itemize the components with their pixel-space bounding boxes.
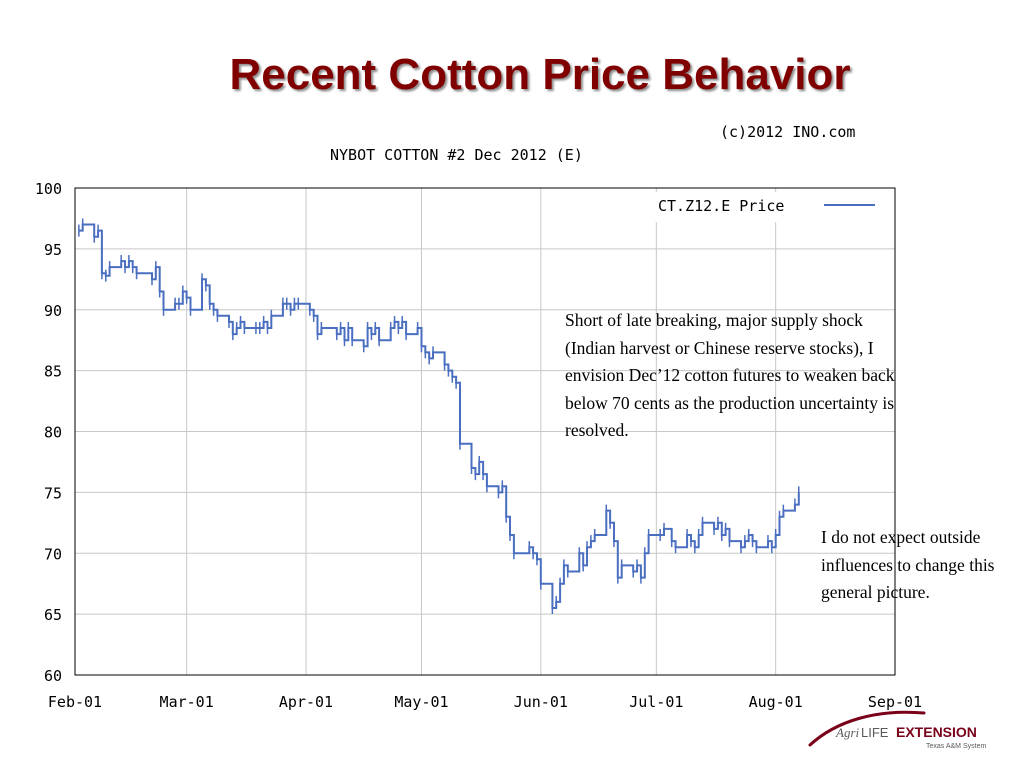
price-chart: NYBOT COTTON #2 Dec 2012 (E) (c)2012 INO… xyxy=(35,123,922,711)
x-tick-label: Mar-01 xyxy=(160,693,214,711)
logo-sub: Texas A&M System xyxy=(926,743,986,750)
y-tick-label: 90 xyxy=(44,302,62,320)
logo-agri: Agri xyxy=(835,725,860,740)
x-tick-label: Jun-01 xyxy=(514,693,568,711)
x-axis: Feb-01 Mar-01 Apr-01 May-01 Jun-01 Jul-01 Aug-… xyxy=(48,693,922,711)
y-tick-label: 60 xyxy=(44,667,62,685)
y-axis: 60 65 70 75 80 85 90 95 100 xyxy=(35,180,62,685)
logo-swoosh-icon xyxy=(808,710,926,747)
chart-legend: CT.Z12.E Price xyxy=(650,192,888,222)
x-tick-label: Apr-01 xyxy=(279,693,333,711)
agrilife-extension-logo: Agri LIFE EXTENSION Texas A&M System xyxy=(808,710,986,750)
y-tick-label: 95 xyxy=(44,241,62,259)
y-tick-label: 70 xyxy=(44,545,62,563)
plot-frame xyxy=(74,187,896,676)
x-tick-label: Jul-01 xyxy=(629,693,683,711)
annotation-supply-shock: Short of late breaking, major supply sho… xyxy=(565,310,895,440)
y-tick-label: 85 xyxy=(44,363,62,381)
chart-title: NYBOT COTTON #2 Dec 2012 (E) xyxy=(330,146,583,164)
y-tick-label: 80 xyxy=(44,424,62,442)
x-tick-label: May-01 xyxy=(394,693,448,711)
legend-label: CT.Z12.E Price xyxy=(658,197,784,215)
x-tick-label: Sep-01 xyxy=(868,693,922,711)
chart-copyright: (c)2012 INO.com xyxy=(720,123,855,141)
y-tick-label: 65 xyxy=(44,606,62,624)
x-tick-label: Aug-01 xyxy=(749,693,803,711)
logo-extension: EXTENSION xyxy=(896,724,977,740)
x-tick-label: Feb-01 xyxy=(48,693,102,711)
slide-title: Recent Cotton Price Behavior xyxy=(229,50,851,99)
y-tick-label: 100 xyxy=(35,180,62,198)
logo-life: LIFE xyxy=(861,725,889,740)
legend-background xyxy=(650,192,888,222)
y-tick-label: 75 xyxy=(44,484,62,502)
annotation-outside-influences: I do not expect outside influences to ch… xyxy=(821,527,995,602)
series-layer xyxy=(78,218,800,615)
